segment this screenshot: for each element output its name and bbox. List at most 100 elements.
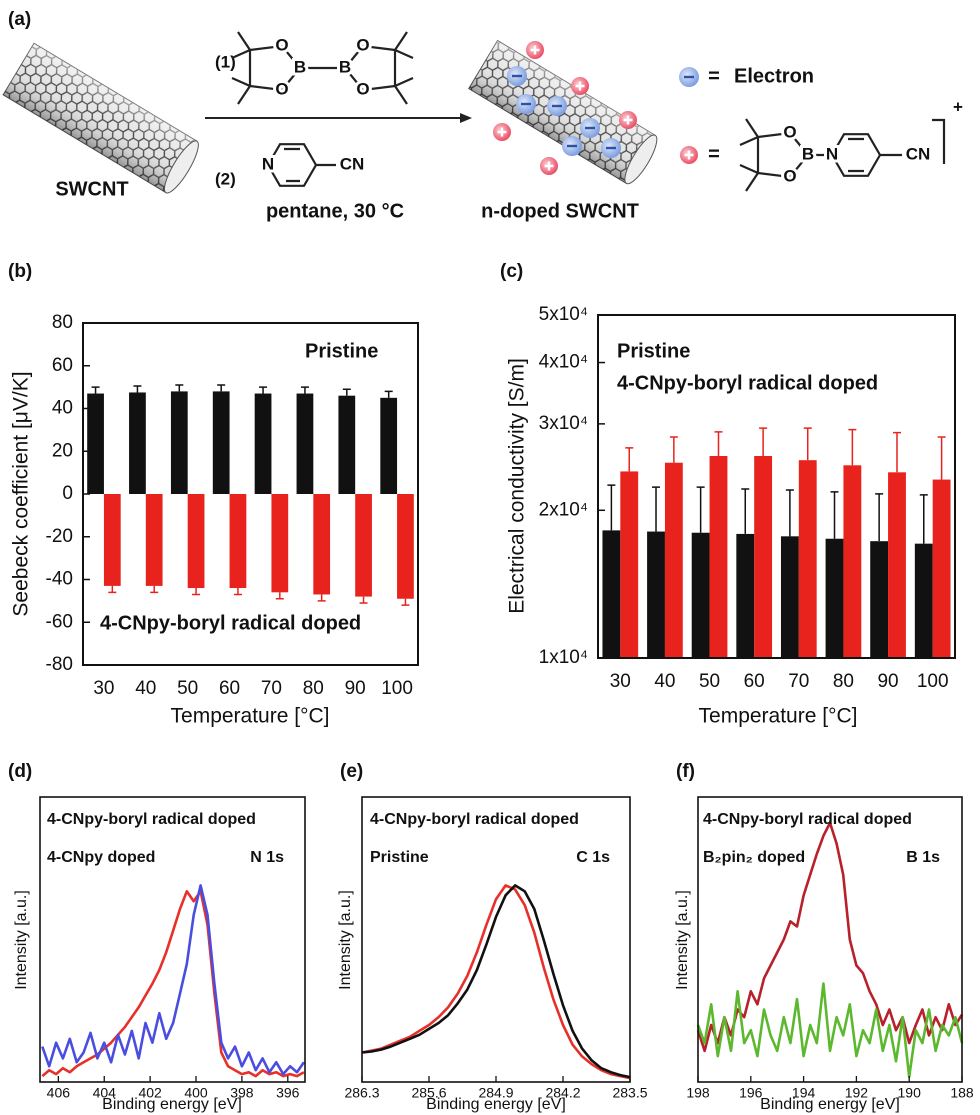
x-axis-title: Temperature [°C] xyxy=(171,705,330,728)
atom-label: B xyxy=(294,57,306,76)
label-product: n-doped SWCNT xyxy=(481,200,639,222)
legend-label: 4-CNpy-boryl radical doped xyxy=(47,811,256,828)
bar xyxy=(296,393,314,494)
error-bar xyxy=(300,386,309,394)
y-tick-label: 4x10⁴ xyxy=(539,352,588,373)
bar xyxy=(709,456,728,658)
bar xyxy=(103,494,121,586)
atom-label: N xyxy=(826,144,838,163)
x-axis-title: Temperature [°C] xyxy=(699,705,858,728)
plot-frame xyxy=(597,314,956,659)
bond-lines xyxy=(266,143,336,187)
data-line xyxy=(41,890,305,1078)
x-tick-label: 60 xyxy=(219,678,240,699)
error-bar xyxy=(342,388,351,396)
plus-sign xyxy=(575,81,585,91)
legend-label: 4-CNpy-boryl radical doped xyxy=(100,612,361,634)
error-bar xyxy=(803,427,812,461)
y-tick-label: -20 xyxy=(46,526,73,547)
bar xyxy=(798,460,817,658)
panel-label: (c) xyxy=(500,261,523,282)
bar xyxy=(87,393,104,494)
plus-sign xyxy=(544,161,554,171)
x-tick-label: 198 xyxy=(686,1085,710,1101)
x-tick-label: 284.9 xyxy=(478,1085,513,1101)
error-bar xyxy=(91,386,100,394)
legend-electron: Electron xyxy=(734,65,814,87)
bar xyxy=(870,541,889,658)
x-tick-label: 70 xyxy=(261,678,282,699)
x-tick-label: 283.5 xyxy=(612,1085,647,1101)
data-line xyxy=(41,884,305,1076)
x-tick-label: 402 xyxy=(138,1085,162,1101)
x-tick-label: 190 xyxy=(898,1085,922,1101)
error-bar xyxy=(669,436,678,463)
bar xyxy=(355,494,372,597)
bar xyxy=(620,471,639,658)
x-tick-label: 286.3 xyxy=(344,1085,379,1101)
plot-frame xyxy=(82,322,419,666)
error-bar xyxy=(233,588,242,596)
atom-label: CN xyxy=(340,154,365,173)
x-tick-label: 80 xyxy=(833,671,854,692)
atom-label: O xyxy=(783,122,796,141)
x-tick-label: 100 xyxy=(917,671,949,692)
conditions: pentane, 30 °C xyxy=(266,200,404,222)
plus-sign xyxy=(530,45,540,55)
y-axis-title: Seebeck coefficient [μV/K] xyxy=(10,371,33,616)
error-bar xyxy=(848,428,857,466)
label-start: SWCNT xyxy=(55,178,128,200)
y-tick-label: 1x10⁴ xyxy=(539,647,588,668)
arrow-head xyxy=(460,113,472,123)
x-tick-label: 50 xyxy=(699,671,720,692)
error-bar xyxy=(108,585,117,594)
x-tick-label: 196 xyxy=(739,1085,763,1101)
panel-label: (b) xyxy=(8,261,32,282)
x-tick-label: 406 xyxy=(47,1085,71,1101)
equals: = xyxy=(708,143,720,165)
error-bar xyxy=(696,486,705,533)
panel-label: (f) xyxy=(676,761,695,782)
bar xyxy=(229,494,247,589)
bar xyxy=(313,494,331,595)
atom-label: N xyxy=(262,154,274,173)
tube-end xyxy=(624,134,658,185)
legend-label: Pristine xyxy=(370,849,429,866)
error-bar xyxy=(259,386,268,394)
plus-sign xyxy=(497,127,507,137)
legend-label: 4-CNpy-boryl radical doped xyxy=(703,811,912,828)
y-axis-title: Electrical conductivity [S/m] xyxy=(506,358,529,614)
error-bar xyxy=(625,447,634,472)
legend-label: 4-CNpy-boryl radical doped xyxy=(370,811,579,828)
annotation: N 1s xyxy=(250,849,284,866)
bar xyxy=(780,536,799,658)
y-tick-label: -60 xyxy=(46,611,73,632)
y-axis-title: Intensity [a.u.] xyxy=(674,890,691,990)
x-tick-label: 90 xyxy=(877,671,898,692)
bar xyxy=(397,494,414,599)
x-tick-label: 400 xyxy=(184,1085,208,1101)
y-tick-label: 40 xyxy=(52,398,73,419)
charge-label: + xyxy=(953,97,963,116)
error-bar xyxy=(133,385,142,393)
annotation: C 1s xyxy=(576,849,610,866)
legend-label: Pristine xyxy=(617,340,690,362)
y-axis-title: Intensity [a.u.] xyxy=(13,890,30,990)
error-bar xyxy=(384,390,393,398)
atom-label: B xyxy=(802,144,814,163)
x-tick-label: 80 xyxy=(303,678,324,699)
plot-frame xyxy=(361,796,631,1083)
plus-sign xyxy=(623,115,633,125)
bar xyxy=(212,391,230,494)
bar xyxy=(254,393,272,494)
y-tick-label: 20 xyxy=(52,440,73,461)
bar xyxy=(736,533,755,658)
error-bar xyxy=(785,489,794,537)
bar xyxy=(888,472,906,658)
legend-label: B₂pin₂ doped xyxy=(703,849,805,866)
bar xyxy=(914,543,933,658)
tube-shade xyxy=(3,43,197,193)
bar xyxy=(187,494,205,589)
error-bar xyxy=(150,585,159,594)
plus-sign xyxy=(684,150,694,160)
